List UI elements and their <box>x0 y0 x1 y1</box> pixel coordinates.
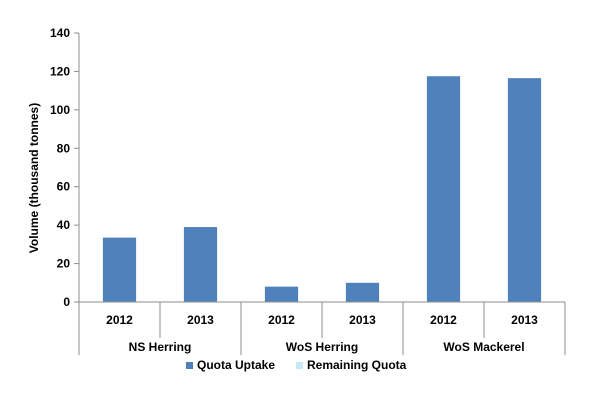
legend: Quota Uptake Remaining Quota <box>186 358 407 372</box>
legend-label: Remaining Quota <box>307 358 407 372</box>
x-tick-label: 2013 <box>349 313 376 327</box>
y-tick-label: 120 <box>50 64 70 78</box>
y-tick-label: 0 <box>63 295 70 309</box>
legend-swatch <box>186 362 193 369</box>
bar-quota-uptake <box>507 78 542 303</box>
legend-swatch <box>296 362 303 369</box>
bar-quota-uptake <box>426 76 461 302</box>
bar-quota-uptake <box>102 237 137 302</box>
bar-quota-uptake <box>345 282 380 302</box>
legend-label: Quota Uptake <box>197 358 275 372</box>
x-group-label: WoS Herring <box>286 340 358 354</box>
y-tick-label: 100 <box>50 103 70 117</box>
x-group-label: WoS Mackerel <box>443 340 524 354</box>
bar-quota-uptake <box>264 286 299 302</box>
y-tick-label: 140 <box>50 26 70 40</box>
y-tick-label: 80 <box>57 141 71 155</box>
x-group-label: NS Herring <box>129 340 192 354</box>
y-tick-label: 20 <box>57 257 71 271</box>
y-axis-title: Volume (thousand tonnes) <box>27 103 41 253</box>
x-tick-label: 2012 <box>268 313 295 327</box>
y-axis: 0 20 40 60 80 100 120 140 <box>50 26 80 309</box>
y-tick-label: 40 <box>57 218 71 232</box>
x-tick-label: 2013 <box>187 313 214 327</box>
bars <box>102 76 542 303</box>
bar-quota-uptake <box>183 227 218 302</box>
y-tick-label: 60 <box>57 180 71 194</box>
x-tick-label: 2012 <box>430 313 457 327</box>
x-tick-label: 2013 <box>511 313 538 327</box>
x-axis: 2012 2013 2012 2013 2012 2013 NS Herring WoS He… <box>78 301 566 355</box>
x-tick-label: 2012 <box>106 313 133 327</box>
